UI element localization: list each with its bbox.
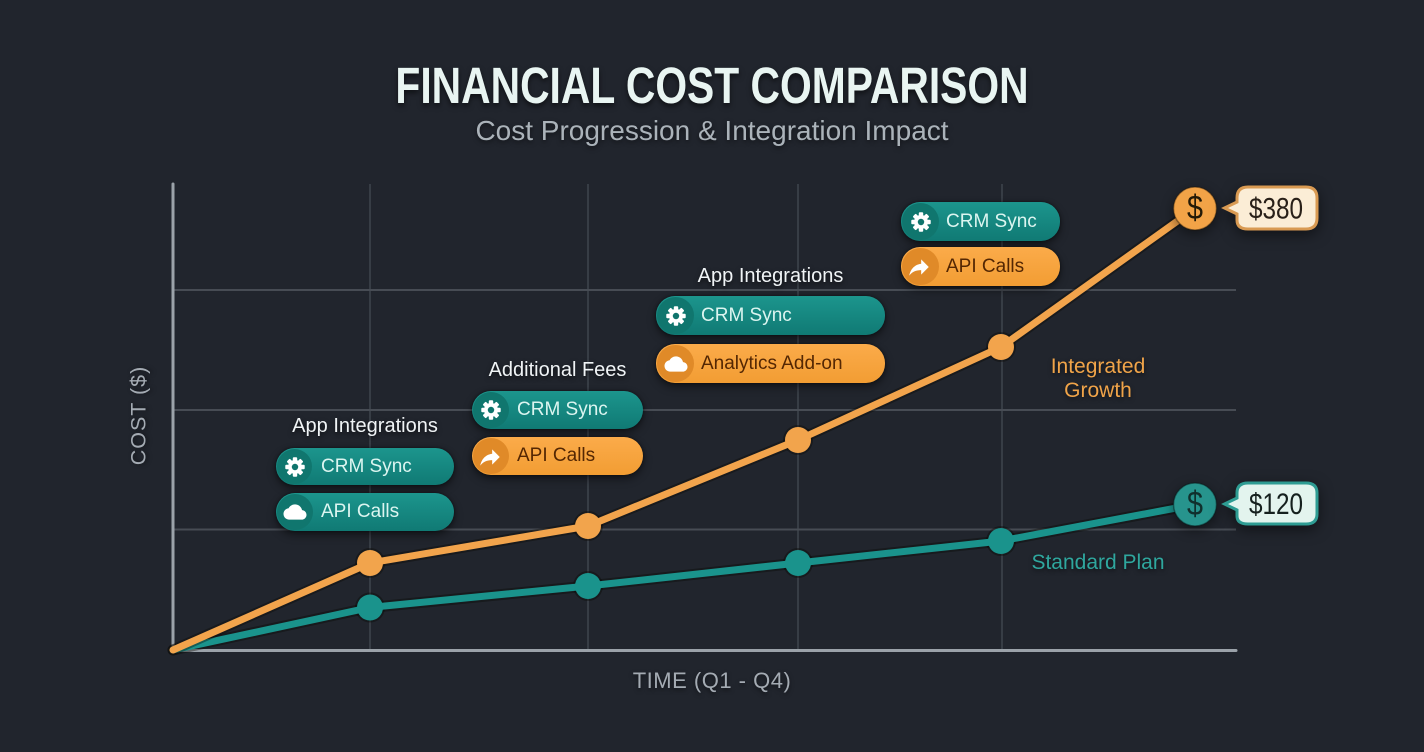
svg-text:$: $ [1187,189,1203,227]
svg-text:$: $ [1187,485,1203,523]
svg-text:$120: $120 [1249,488,1303,521]
svg-text:$380: $380 [1249,193,1303,226]
